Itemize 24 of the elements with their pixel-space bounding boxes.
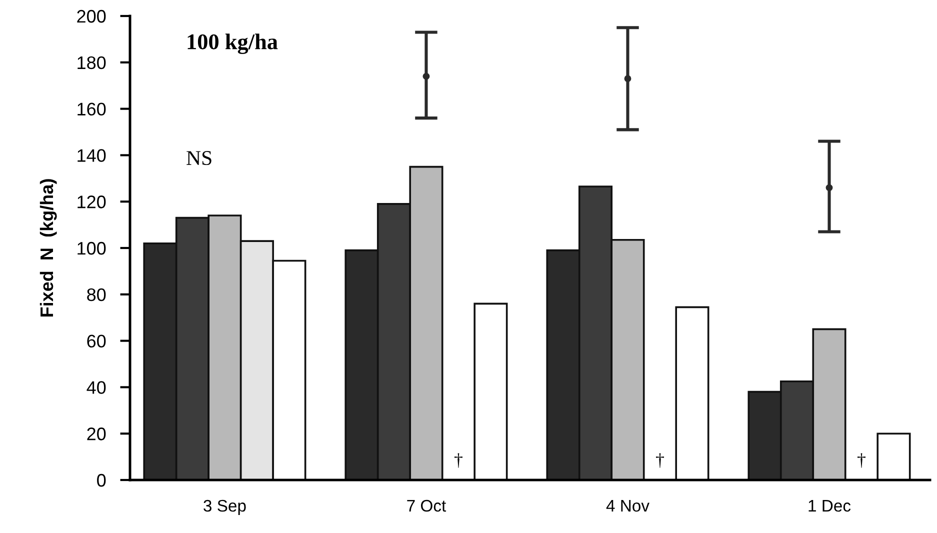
y-tick-label: 20 bbox=[87, 428, 106, 440]
y-tick-label: 160 bbox=[78, 102, 106, 116]
y-tick-label: 0 bbox=[97, 474, 106, 487]
x-tick-label: 1 Dec bbox=[808, 500, 851, 512]
annotation: † bbox=[454, 453, 462, 468]
y-tick-label: 100 bbox=[78, 242, 106, 255]
y-tick-label: 120 bbox=[78, 196, 106, 208]
y-tick-label: 60 bbox=[87, 334, 106, 348]
y-tick-label: 200 bbox=[77, 10, 106, 23]
y-axis-title: Fixed N (kg/ha) bbox=[40, 179, 57, 317]
y-tick-label: 180 bbox=[78, 56, 106, 70]
annotation: 100 kg/ha bbox=[188, 34, 278, 54]
bar bbox=[675, 306, 710, 480]
annotation: † bbox=[656, 453, 664, 468]
y-tick-label: 80 bbox=[87, 288, 106, 302]
annotation: † bbox=[858, 453, 866, 468]
x-tick-label: 4 Nov bbox=[606, 500, 650, 512]
bar bbox=[876, 432, 911, 480]
annotation: NS bbox=[186, 151, 212, 166]
bar bbox=[474, 302, 508, 480]
x-tick-label: 7 Oct bbox=[407, 500, 446, 512]
y-tick-label: 40 bbox=[86, 381, 106, 394]
x-tick-label: 3 Sep bbox=[204, 500, 246, 515]
y-tick-label: 140 bbox=[78, 149, 106, 162]
